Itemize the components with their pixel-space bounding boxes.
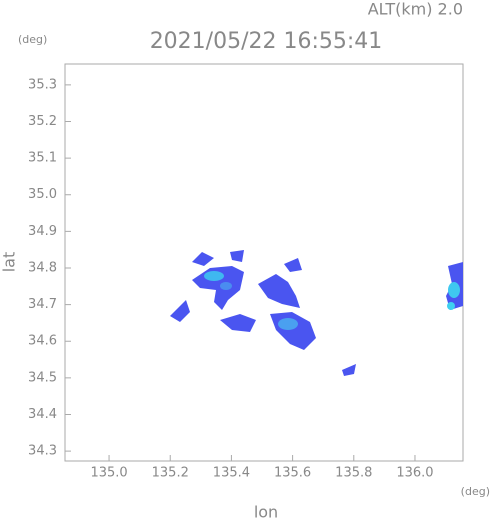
x-tick-label: 136.0 bbox=[396, 466, 433, 481]
y-tick-label: 35.0 bbox=[28, 187, 57, 202]
plot-frame bbox=[64, 63, 464, 462]
chart-title: 2021/05/22 16:55:41 bbox=[150, 29, 383, 54]
x-tick-label: 135.6 bbox=[274, 466, 311, 481]
y-tick-label: 34.8 bbox=[28, 260, 57, 275]
x-tick-label: 135.8 bbox=[335, 466, 372, 481]
x-tick-label: 135.4 bbox=[213, 466, 250, 481]
y-tick-label: 34.3 bbox=[28, 444, 57, 459]
x-unit: (deg) bbox=[461, 485, 490, 498]
y-tick-label: 34.5 bbox=[28, 370, 57, 385]
x-tick-label: 135.2 bbox=[152, 466, 189, 481]
radar-echoes bbox=[170, 250, 463, 376]
y-tick-label: 35.2 bbox=[28, 114, 57, 129]
altitude-label: ALT(km) 2.0 bbox=[368, 0, 463, 19]
y-tick-label: 35.1 bbox=[28, 151, 57, 166]
x-tick-label: 135.0 bbox=[90, 466, 127, 481]
y-tick-label: 34.7 bbox=[28, 297, 57, 312]
y-unit: (deg) bbox=[18, 33, 47, 46]
y-tick-label: 34.6 bbox=[28, 334, 57, 349]
y-tick-label: 34.4 bbox=[28, 407, 57, 422]
y-tick-label: 35.3 bbox=[28, 77, 57, 92]
y-axis-label: lat bbox=[0, 252, 19, 273]
y-tick-label: 34.9 bbox=[28, 224, 57, 239]
x-axis-label: lon bbox=[254, 503, 278, 521]
